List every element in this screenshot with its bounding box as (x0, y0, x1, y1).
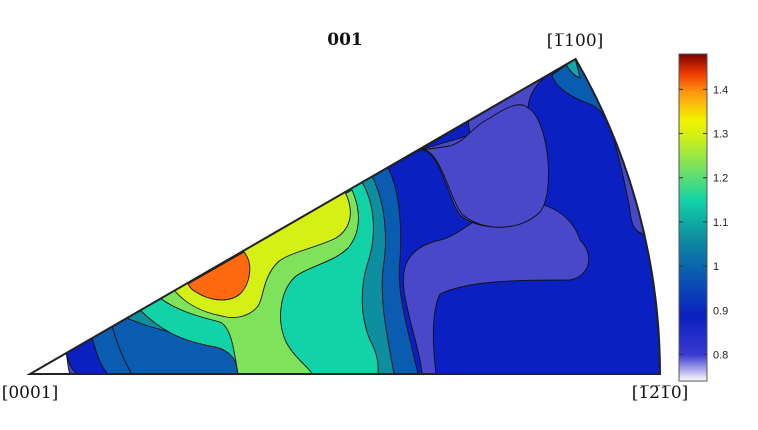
colorbar-tick-label: 0.8 (713, 349, 728, 361)
sector-outline (26, 57, 662, 375)
corner-label-top: [1̅100] (547, 31, 604, 51)
contour-region-0.8-top (421, 104, 549, 228)
colorbar-ticks: 0.8 0.9 1 1.1 1.2 1.3 1.4 (679, 84, 728, 361)
colorbar: 0.8 0.9 1 1.1 1.2 1.3 1.4 (678, 53, 728, 382)
chart-title: 001 (327, 30, 363, 50)
colorbar-tick-label: 1.1 (713, 217, 728, 229)
colorbar-tick-label: 1.3 (713, 129, 728, 141)
corner-label-right: [1̅2̅1̅0] (632, 383, 689, 403)
contour-region-1.1-top (565, 59, 581, 79)
contour-region-1.4 (187, 251, 251, 301)
corner-label-origin: [0001] (2, 383, 59, 403)
colorbar-tick-label: 0.9 (713, 305, 728, 317)
colorbar-gradient (678, 53, 708, 382)
colorbar-tick-label: 1.4 (713, 84, 728, 96)
colorbar-tick-label: 1 (713, 261, 719, 273)
colorbar-tick-label: 1.2 (713, 173, 728, 185)
